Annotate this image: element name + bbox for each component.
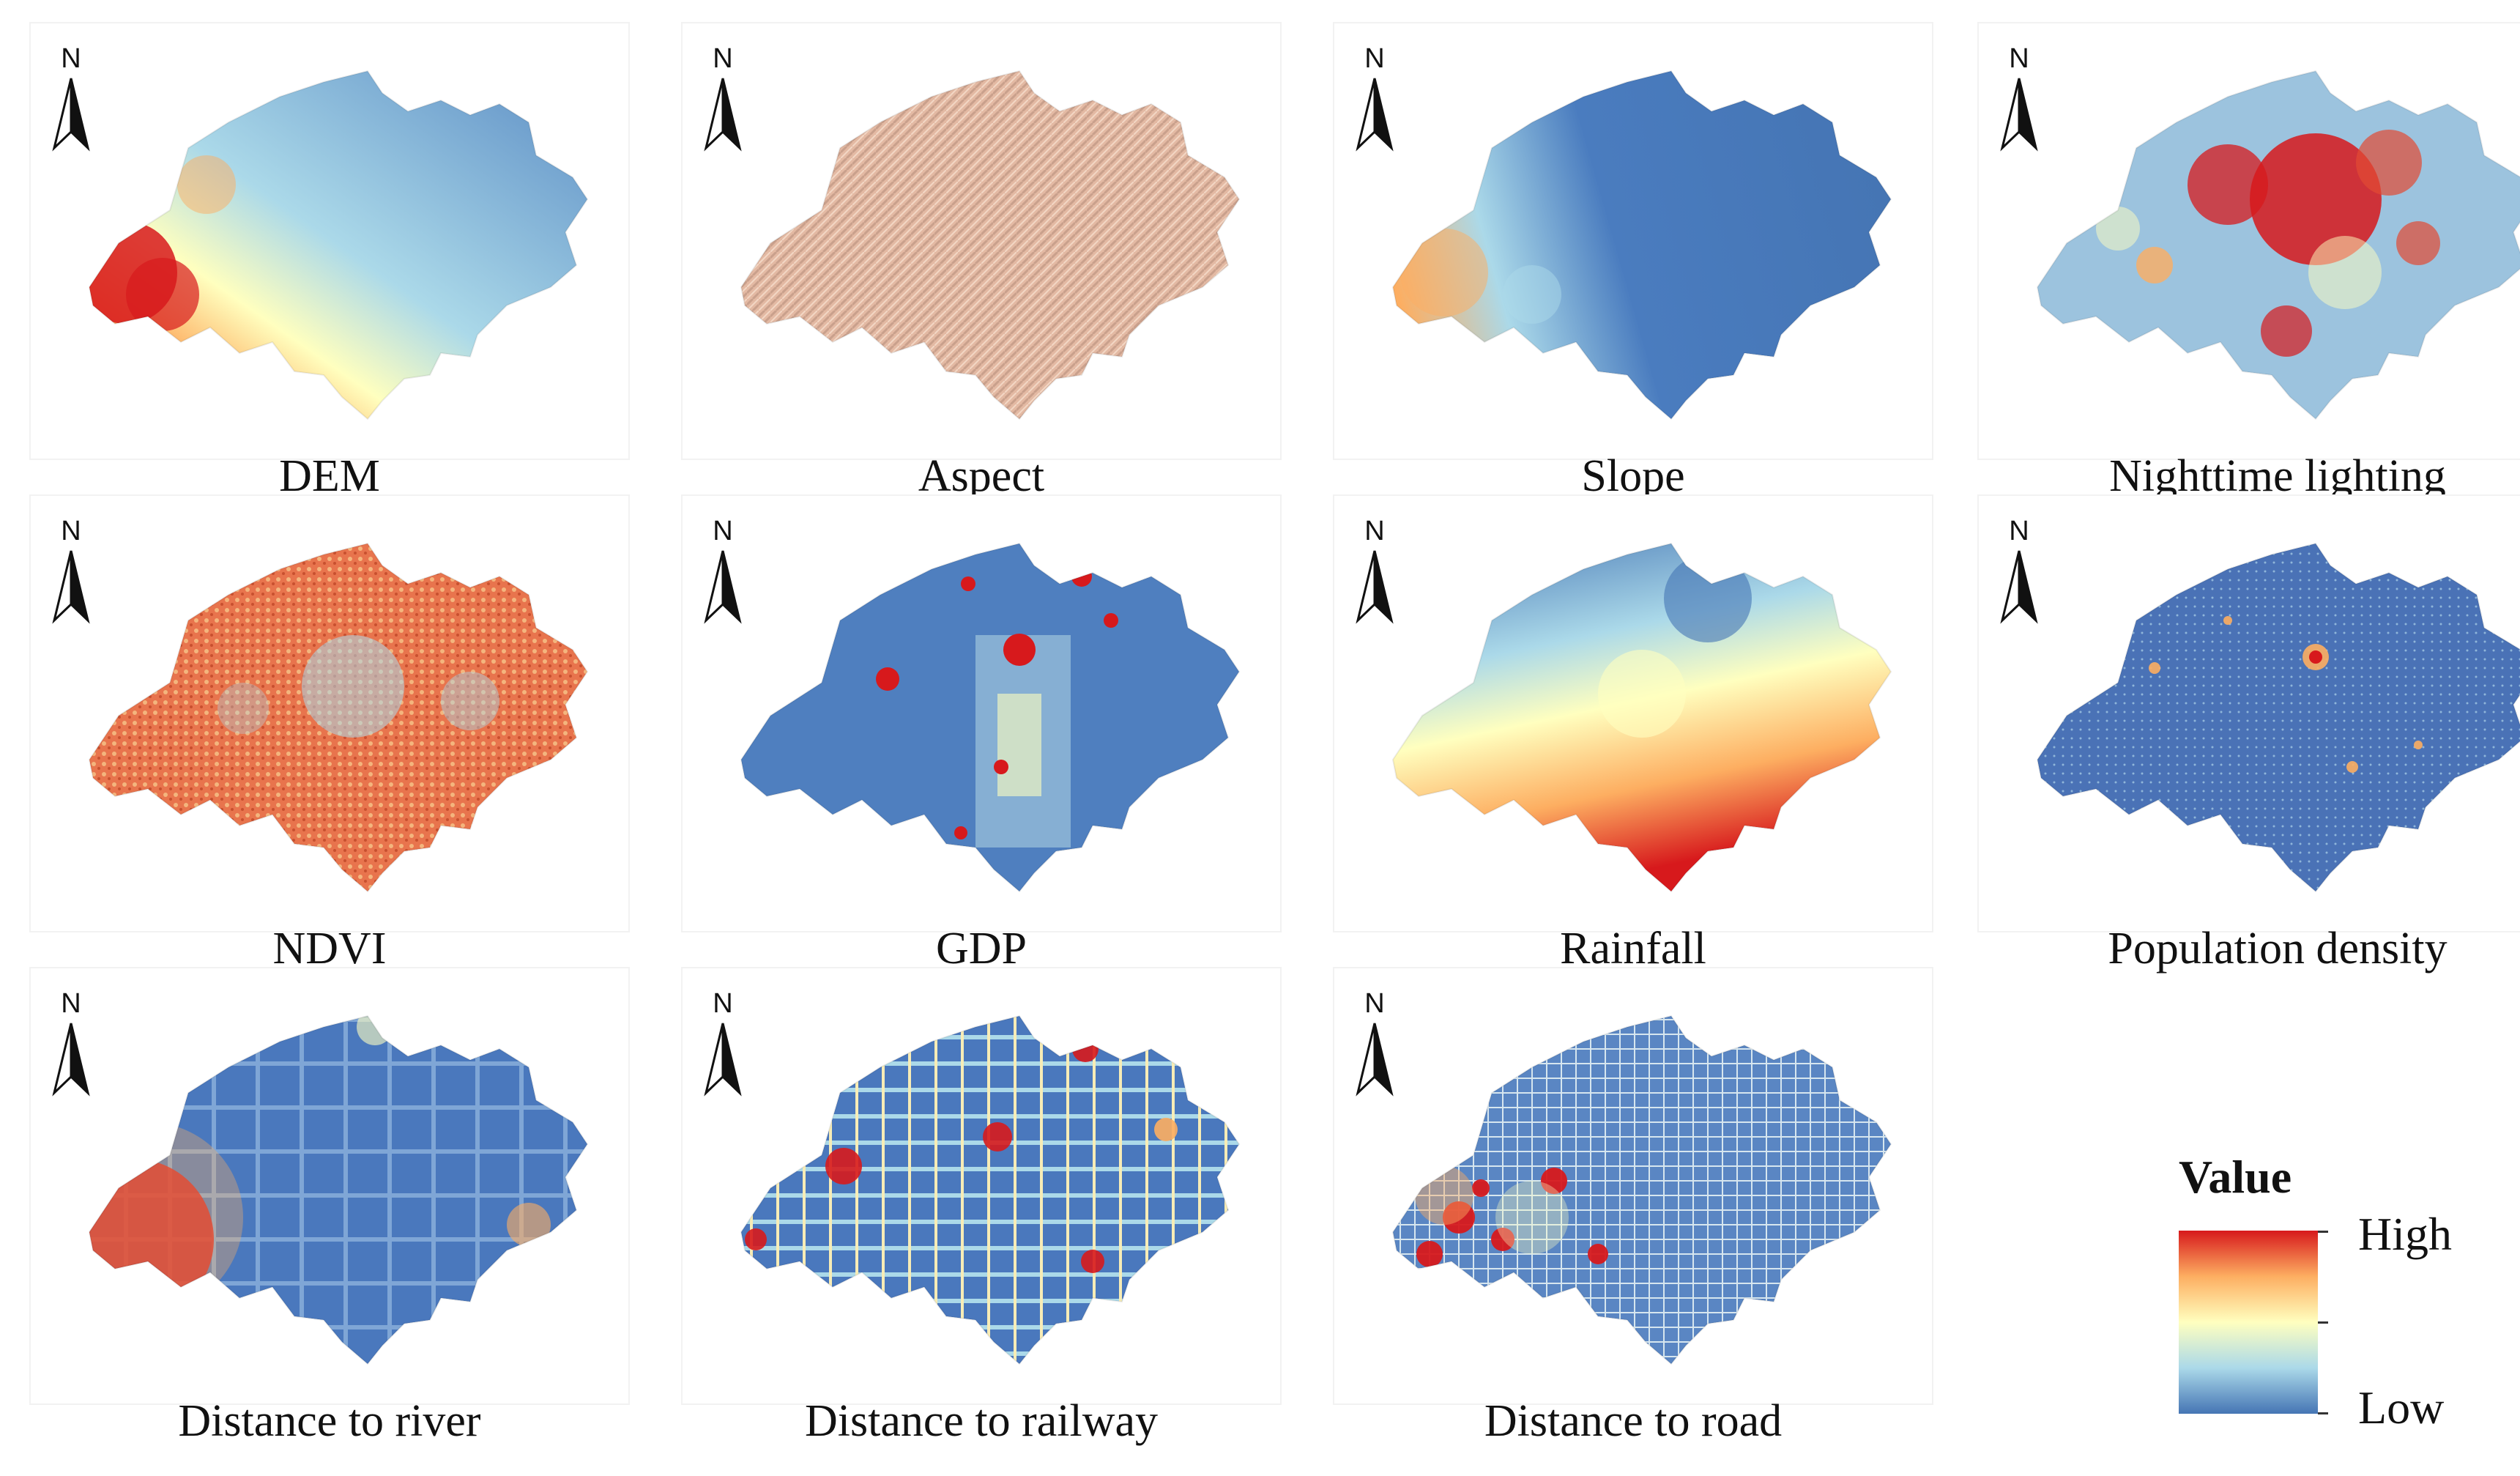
north-label: N (713, 988, 732, 1019)
map-frame: N (29, 22, 630, 460)
north-arrow-icon: N (52, 43, 90, 152)
north-label: N (713, 516, 732, 546)
north-arrow-icon: N (1356, 516, 1394, 624)
map-dem (88, 70, 589, 420)
north-arrow-icon: N (52, 516, 90, 624)
map-frame: N (681, 967, 1282, 1405)
map-railway (740, 1015, 1241, 1365)
legend-high-label: High (2358, 1208, 2452, 1260)
map-river (88, 1015, 589, 1365)
map-frame: N (681, 494, 1282, 932)
north-arrow-icon: N (704, 988, 742, 1097)
legend-tick-low (2318, 1412, 2328, 1414)
map-frame: N (1333, 22, 1933, 460)
north-arrow-icon: N (2000, 516, 2038, 624)
map-frame: N (1333, 494, 1933, 932)
north-arrow-icon: N (704, 516, 742, 624)
north-label: N (61, 43, 81, 74)
map-caption: Slope (1581, 451, 1685, 501)
map-frame: N (1333, 967, 1933, 1405)
north-label: N (1364, 988, 1384, 1019)
legend-title: Value (2179, 1151, 2292, 1203)
north-label: N (61, 516, 81, 546)
map-caption: Distance to road (1484, 1396, 1783, 1446)
map-caption: NDVI (272, 924, 387, 974)
legend-tick-high (2318, 1231, 2328, 1233)
legend: Value High Low (2179, 1150, 2486, 1458)
north-label: N (1364, 516, 1384, 546)
map-road (1391, 1015, 1892, 1365)
north-arrow-icon: N (52, 988, 90, 1097)
map-caption: Nighttime lighting (2109, 451, 2446, 501)
map-aspect (740, 70, 1241, 420)
north-label: N (713, 43, 732, 74)
map-caption: Distance to river (178, 1396, 481, 1446)
north-label: N (61, 988, 81, 1019)
map-night (2036, 70, 2520, 420)
map-caption: DEM (279, 451, 380, 501)
north-arrow-icon: N (1356, 43, 1394, 152)
map-frame: N (681, 22, 1282, 460)
map-ndvi (88, 542, 589, 893)
map-frame: N (29, 967, 630, 1405)
north-arrow-icon: N (1356, 988, 1394, 1097)
legend-tick-mid (2318, 1321, 2328, 1324)
map-caption: Distance to railway (804, 1396, 1159, 1446)
map-caption: Population density (2108, 924, 2447, 974)
map-pop (2036, 542, 2520, 893)
map-rain (1391, 542, 1892, 893)
map-caption: Rainfall (1560, 924, 1706, 974)
map-slope (1391, 70, 1892, 420)
map-caption: GDP (935, 924, 1027, 974)
north-arrow-icon: N (2000, 43, 2038, 152)
map-caption: Aspect (918, 451, 1045, 501)
legend-color-ramp (2179, 1231, 2318, 1414)
map-frame: N (29, 494, 630, 932)
north-arrow-icon: N (704, 43, 742, 152)
north-label: N (2009, 516, 2029, 546)
north-label: N (2009, 43, 2029, 74)
map-frame: N (1977, 494, 2520, 932)
legend-low-label: Low (2358, 1382, 2445, 1434)
map-frame: N (1977, 22, 2520, 460)
map-gdp (740, 542, 1241, 893)
north-label: N (1364, 43, 1384, 74)
